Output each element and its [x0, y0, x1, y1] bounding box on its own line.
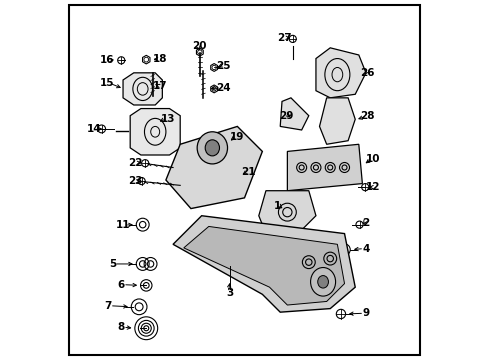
Text: 4: 4	[362, 244, 369, 253]
Text: 8: 8	[118, 322, 124, 332]
Text: 18: 18	[153, 54, 167, 64]
Polygon shape	[165, 126, 262, 208]
Text: 6: 6	[118, 280, 124, 290]
Polygon shape	[319, 98, 354, 144]
Ellipse shape	[310, 267, 335, 296]
Text: 22: 22	[128, 158, 142, 168]
Polygon shape	[123, 73, 162, 105]
Polygon shape	[280, 98, 308, 130]
Text: 7: 7	[104, 301, 111, 311]
Text: 24: 24	[215, 83, 230, 93]
Polygon shape	[130, 109, 180, 155]
Text: 17: 17	[153, 81, 167, 91]
Text: 3: 3	[226, 288, 233, 297]
Polygon shape	[258, 191, 315, 234]
Polygon shape	[287, 144, 362, 191]
Text: 1: 1	[274, 201, 281, 211]
Text: 10: 10	[365, 154, 380, 164]
Text: 5: 5	[108, 259, 116, 269]
Text: 2: 2	[362, 218, 369, 228]
Text: 21: 21	[240, 167, 255, 177]
Text: 20: 20	[192, 41, 207, 51]
Text: 29: 29	[279, 111, 293, 121]
Ellipse shape	[197, 132, 227, 164]
Polygon shape	[315, 48, 365, 98]
Text: 14: 14	[87, 124, 102, 134]
Polygon shape	[173, 216, 354, 312]
Text: 16: 16	[100, 55, 114, 65]
Text: 11: 11	[116, 220, 130, 230]
Text: 13: 13	[160, 113, 175, 123]
Text: 12: 12	[365, 182, 380, 192]
Text: 23: 23	[128, 176, 142, 186]
Ellipse shape	[317, 275, 328, 288]
Text: 15: 15	[100, 78, 114, 88]
Ellipse shape	[205, 140, 219, 156]
Text: 28: 28	[360, 111, 374, 121]
Text: 19: 19	[229, 132, 244, 142]
Polygon shape	[183, 226, 344, 305]
Text: 25: 25	[215, 61, 230, 71]
Text: 27: 27	[277, 33, 292, 43]
Text: 9: 9	[362, 308, 369, 318]
Text: 26: 26	[360, 68, 374, 78]
